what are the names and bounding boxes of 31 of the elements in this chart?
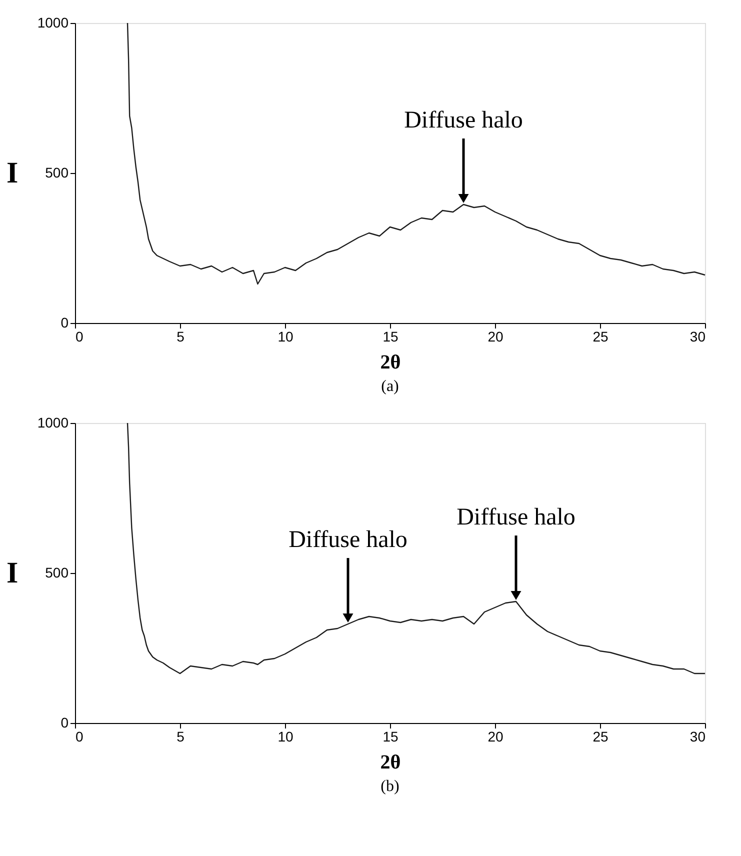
annotation: Diffuse halo (456, 504, 576, 530)
x-tick-label: 25 (592, 728, 608, 744)
x-tick-label: 0 (76, 328, 84, 344)
line-series (126, 422, 706, 674)
annotation: Diffuse halo (404, 108, 523, 134)
line-series (126, 22, 706, 285)
text: (b) (380, 778, 400, 795)
x-tick-label: 5 (176, 728, 185, 744)
y-tick-label: 1000 (37, 14, 69, 30)
x-tick-label: 30 (690, 728, 706, 744)
text: (a) (381, 378, 399, 395)
x-tick-label: 10 (278, 728, 294, 744)
annotation: Diffuse halo (288, 527, 408, 553)
y-tick-label: 0 (60, 314, 69, 330)
x-tick-label: 5 (176, 328, 185, 344)
x-axis-title: 2θ (380, 352, 401, 374)
x-axis-title: 2θ (380, 752, 401, 774)
y-axis-title: I (6, 556, 18, 590)
x-tick-label: 20 (488, 328, 504, 344)
x-tick-label: 25 (592, 328, 608, 344)
x-tick-label: 0 (76, 728, 84, 744)
y-tick-label: 1000 (37, 414, 69, 430)
y-axis-title: I (6, 156, 18, 190)
x-tick-label: 20 (488, 728, 504, 744)
x-tick-label: 10 (278, 328, 294, 344)
x-tick-label: 15 (382, 728, 398, 744)
y-tick-label: 500 (45, 164, 69, 180)
x-tick-label: 30 (690, 328, 706, 344)
x-tick-label: 15 (382, 328, 398, 344)
y-tick-label: 0 (60, 714, 69, 730)
y-tick-label: 500 (45, 564, 69, 580)
